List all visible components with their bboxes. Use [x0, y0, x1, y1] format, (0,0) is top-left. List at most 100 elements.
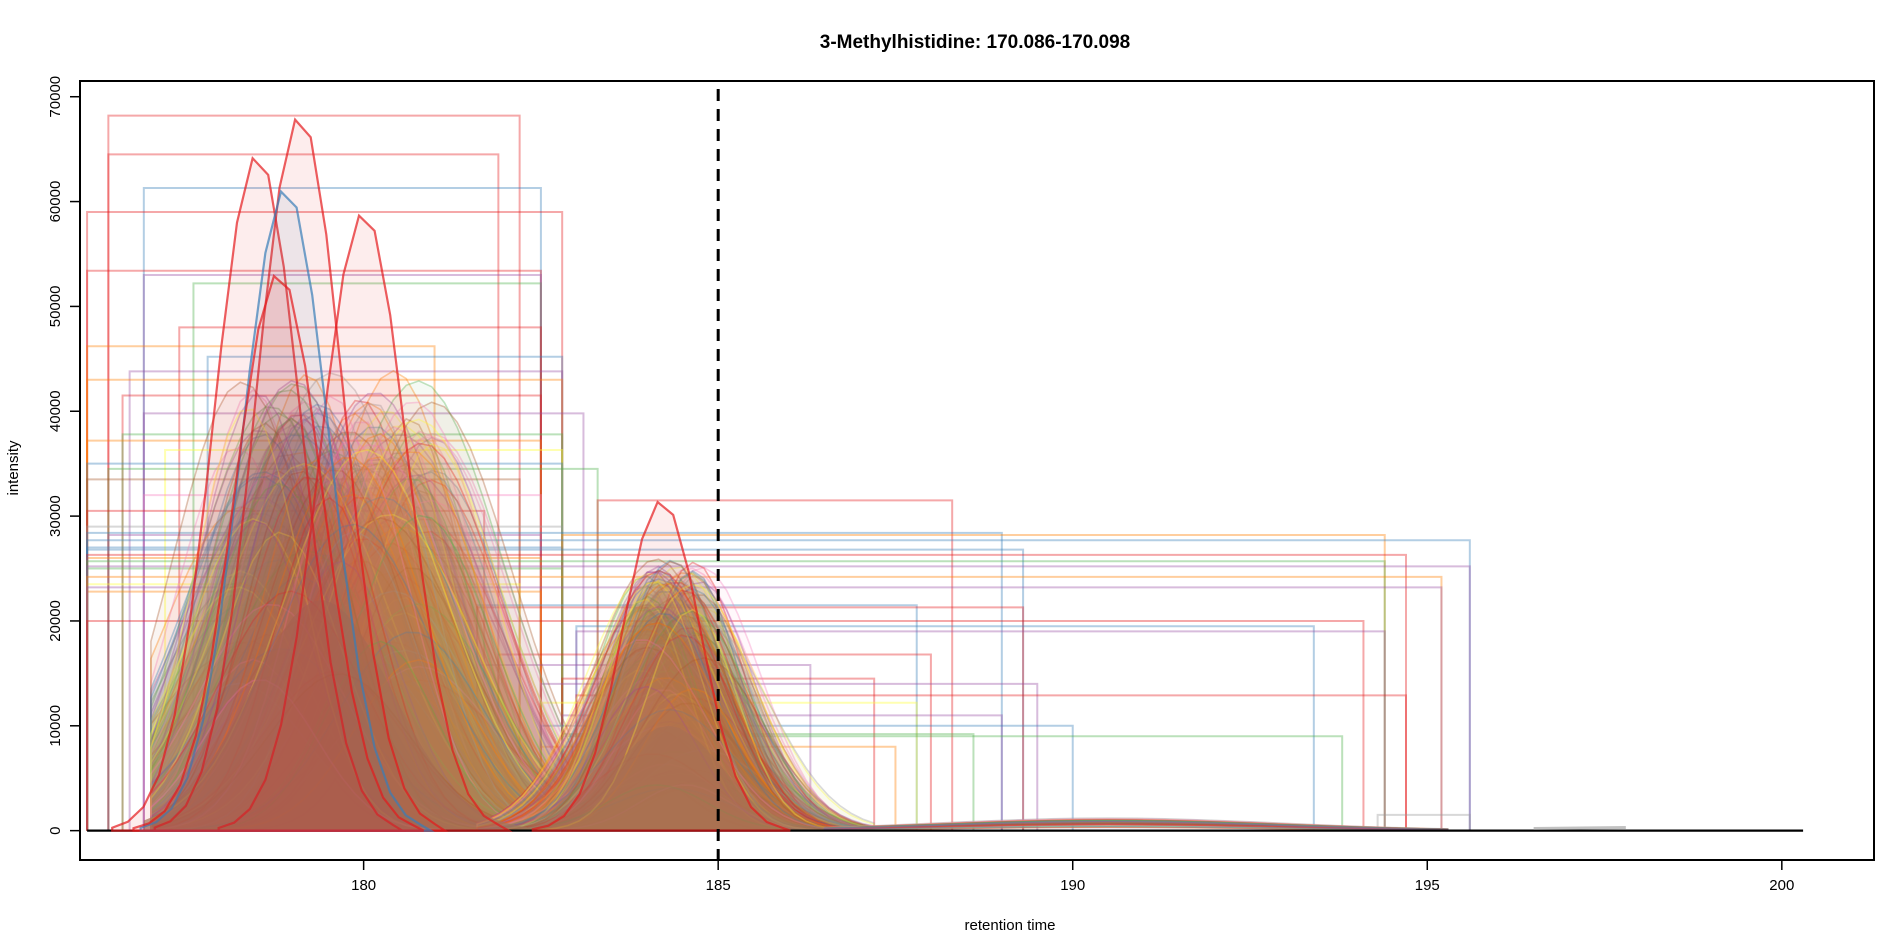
- tail-trace: [823, 818, 1449, 831]
- integration-box: [107, 467, 599, 831]
- chromatogram-trace: [476, 560, 875, 832]
- tail-trace: [823, 823, 1449, 831]
- chromatogram-trace: [476, 620, 875, 832]
- tail-trace: [823, 820, 1449, 831]
- chromatogram-trace: [476, 610, 875, 832]
- integration-box: [86, 378, 564, 831]
- axes: 180 185 190 195 200 0 10000 20000 30000 40000 5000…: [47, 76, 1875, 894]
- integration-box: [178, 326, 542, 831]
- chromatogram-trace: [476, 570, 875, 832]
- integration-box: [121, 394, 542, 831]
- x-tick-label: 200: [1769, 877, 1794, 894]
- chromatogram-trace: [476, 558, 875, 832]
- chromatogram-trace: [476, 578, 875, 832]
- tail-trace: [823, 826, 1449, 831]
- highlighted-peak: [111, 155, 407, 832]
- chromatogram-trace: [476, 612, 875, 832]
- tail-trace: [823, 824, 1449, 831]
- chromatogram-trace: [476, 587, 875, 832]
- tail-trace: [823, 825, 1449, 831]
- integration-box: [86, 531, 1003, 831]
- integration-box: [86, 590, 542, 831]
- integration-box: [86, 509, 486, 831]
- tail-trace: [823, 818, 1449, 831]
- tail-trace: [823, 821, 1449, 831]
- integration-box: [121, 433, 564, 831]
- tail-trace: [823, 821, 1449, 831]
- tail-trace: [823, 823, 1449, 831]
- tail-trace: [823, 819, 1449, 831]
- chromatogram-trace: [476, 617, 875, 832]
- integration-box: [476, 604, 918, 831]
- tail-trace: [823, 821, 1449, 831]
- chromatogram-trace: [476, 622, 875, 832]
- tail-trace: [823, 822, 1449, 831]
- integration-box: [561, 735, 1344, 831]
- tail-trace: [823, 820, 1449, 831]
- chromatogram-trace: [476, 567, 875, 832]
- y-tick-label: 10000: [47, 705, 64, 747]
- integration-box: [142, 412, 585, 831]
- highlighted-peak: [139, 189, 435, 832]
- integration-box: [107, 533, 542, 831]
- overlap-density-1: [143, 600, 534, 831]
- highlighted-peak: [132, 274, 425, 832]
- integration-box: [86, 546, 564, 831]
- chromatogram-trace: [476, 583, 875, 832]
- chromatogram-trace: [476, 610, 875, 832]
- chromatogram-trace: [476, 581, 875, 832]
- integration-box: [206, 355, 564, 831]
- integration-box: [497, 653, 932, 831]
- chromatogram-trace: [476, 597, 875, 832]
- chromatogram-trace: [476, 579, 875, 832]
- chart-title: 3-Methylhistidine: 170.086-170.098: [820, 32, 1130, 53]
- x-tick-label: 190: [1060, 877, 1085, 894]
- integration-box: [107, 114, 521, 831]
- x-tick-label: 185: [706, 877, 731, 894]
- tail-trace: [823, 825, 1449, 831]
- tail-trace: [823, 820, 1449, 831]
- integration-box: [86, 525, 564, 831]
- chromatogram-trace: [476, 615, 875, 832]
- chromatogram-trace: [476, 559, 875, 832]
- chromatogram-trace: [476, 581, 875, 832]
- highlighted-peak: [153, 117, 449, 832]
- y-tick-label: 50000: [47, 286, 64, 328]
- tail-trace: [823, 820, 1449, 831]
- tail-trace: [823, 823, 1449, 831]
- chromatogram-peaks: [87, 369, 1804, 832]
- integration-box: [142, 494, 542, 831]
- integration-box: [86, 557, 542, 831]
- integration-box: [86, 575, 1443, 831]
- y-axis-label: intensity: [5, 440, 22, 496]
- chromatogram-trace: [476, 572, 875, 832]
- tail-trace: [823, 818, 1449, 831]
- integration-box: [476, 663, 812, 831]
- y-tick-label: 20000: [47, 600, 64, 642]
- chromatogram-trace: [476, 569, 875, 832]
- tail-trace: [823, 822, 1449, 831]
- tail-trace: [823, 821, 1449, 831]
- integration-box: [539, 745, 897, 831]
- chromatogram-trace: [476, 621, 875, 832]
- x-tick-label: 195: [1415, 877, 1440, 894]
- integration-box: [192, 282, 542, 831]
- tail-trace: [823, 822, 1449, 831]
- x-tick-label: 180: [351, 877, 376, 894]
- tail-trace: [823, 821, 1449, 831]
- integration-box: [86, 478, 521, 831]
- highlighted-peaks: [111, 117, 791, 832]
- chromatogram-trace: [476, 566, 875, 832]
- chromatogram-trace: [476, 620, 875, 832]
- integration-box: [86, 565, 1471, 831]
- integration-box: [1376, 813, 1471, 831]
- integration-box: [596, 499, 954, 831]
- chromatogram-trace: [476, 603, 875, 832]
- integration-box: [86, 553, 1407, 831]
- chromatogram-trace: [476, 579, 875, 832]
- tail-trace: [823, 822, 1449, 831]
- integration-box: [128, 370, 564, 831]
- tail-trace: [823, 826, 1449, 831]
